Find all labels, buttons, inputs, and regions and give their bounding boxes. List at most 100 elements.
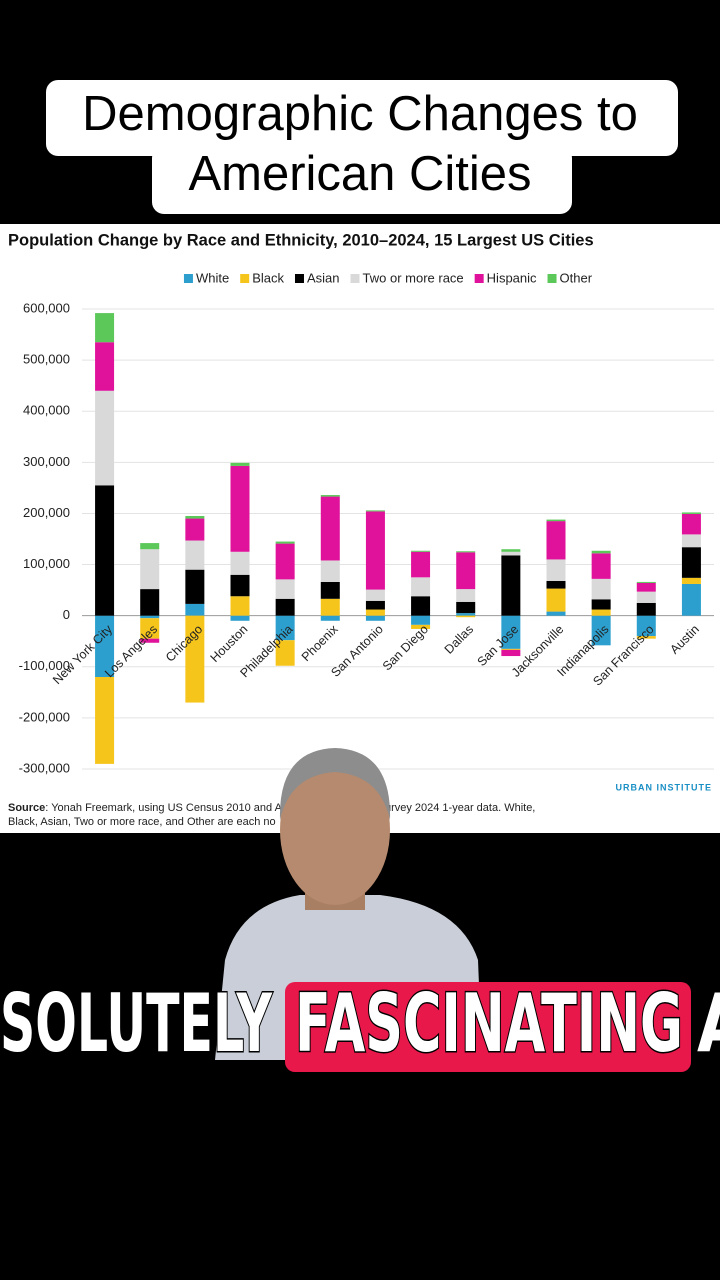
bar-segment — [140, 543, 160, 550]
face — [280, 755, 390, 905]
bar-segment — [501, 555, 521, 616]
bar-segment — [681, 583, 701, 616]
bar-segment — [411, 577, 431, 597]
bar-segment — [365, 600, 385, 610]
legend-label: Asian — [307, 270, 340, 285]
bar-segment — [95, 313, 115, 343]
bar-segment — [275, 598, 295, 616]
hair — [279, 748, 391, 820]
bar-segment — [185, 540, 205, 570]
y-tick-label: -200,000 — [19, 709, 70, 724]
bar-segment — [320, 598, 340, 616]
header-box — [152, 146, 572, 214]
bar-segment — [140, 549, 160, 590]
bar-segment — [411, 596, 431, 616]
source-text: ty Survey 2024 1-year data. White, — [366, 802, 535, 814]
bar-segment — [456, 613, 476, 616]
bar-segment — [95, 342, 115, 391]
bar-segment — [591, 550, 611, 554]
header-line: Demographic Changes to — [82, 87, 638, 141]
logo: URBAN INSTITUTE — [616, 782, 713, 792]
bar-segment — [411, 551, 431, 578]
bar-segment — [636, 581, 656, 583]
y-tick-label: 600,000 — [23, 300, 70, 315]
bar-segment — [140, 638, 160, 643]
y-tick-label: 100,000 — [23, 556, 70, 571]
bar-segment — [546, 588, 566, 612]
y-tick-label: 500,000 — [23, 352, 70, 367]
bar-segment — [636, 582, 656, 592]
bar-segment — [681, 547, 701, 578]
bar-segment — [230, 465, 250, 552]
bar-segment — [230, 551, 250, 575]
bar-segment — [230, 596, 250, 616]
y-tick-label: -100,000 — [19, 658, 70, 673]
bar-segment — [411, 550, 431, 552]
bar-segment — [681, 512, 701, 514]
legend-swatch — [294, 274, 304, 283]
bar-segment — [230, 574, 250, 597]
bar-segment — [501, 549, 521, 552]
bar-segment — [365, 511, 385, 590]
legend-swatch — [183, 274, 193, 283]
bar-segment — [320, 615, 340, 621]
bar-segment — [140, 618, 160, 639]
bar-segment — [320, 581, 340, 599]
bar-segment — [456, 615, 476, 618]
bar-segment — [501, 649, 521, 657]
y-tick-label: 200,000 — [23, 505, 70, 520]
legend-swatch — [474, 274, 484, 283]
caption-word: A — [697, 977, 720, 1070]
bar-segment — [681, 513, 701, 535]
bar-segment — [681, 534, 701, 548]
bar-segment — [681, 577, 701, 584]
legend-swatch — [350, 274, 360, 283]
bar-segment — [320, 495, 340, 497]
legend-label: Black — [252, 270, 284, 285]
bar-segment — [230, 615, 250, 621]
bar-segment — [365, 510, 385, 512]
bar-segment — [185, 615, 205, 703]
bar-segment — [591, 578, 611, 600]
bar-segment — [591, 599, 611, 610]
bar-segment — [501, 615, 521, 649]
y-tick-label: -300,000 — [19, 760, 70, 775]
bar-segment — [365, 589, 385, 601]
bar-segment — [591, 615, 611, 646]
caption-highlight — [285, 982, 691, 1072]
legend-label: Two or more race — [363, 270, 464, 285]
bar-segment — [546, 521, 566, 560]
bar-segment — [546, 559, 566, 581]
bar-segment — [546, 580, 566, 589]
bar-segment — [185, 516, 205, 519]
header-line: American Cities — [188, 147, 531, 201]
bar-segment — [275, 579, 295, 599]
bar-segment — [456, 601, 476, 614]
bar-segment — [275, 541, 295, 544]
y-tick-label: 300,000 — [23, 454, 70, 469]
y-tick-label: 400,000 — [23, 403, 70, 418]
source-line: Source: Yonah Freemark, using US Census … — [8, 802, 283, 814]
bar-segment — [365, 609, 385, 616]
bar-segment — [185, 569, 205, 604]
bar-segment — [140, 615, 160, 619]
bar-segment — [456, 552, 476, 590]
legend-label: Hispanic — [487, 270, 537, 285]
legend-label: Other — [560, 270, 593, 285]
bar-segment — [636, 591, 656, 603]
legend: White Black Asian Two or more race Hispanic O… — [183, 270, 593, 285]
bar-segment — [591, 553, 611, 579]
bar-segment — [636, 615, 656, 637]
chart-title: Population Change by Race and Ethnicity,… — [8, 231, 594, 249]
y-tick-label: 0 — [63, 607, 70, 622]
bar-segment — [140, 589, 160, 616]
bar-segment — [501, 648, 521, 650]
bar-segment — [636, 636, 656, 639]
chart-panel — [0, 224, 720, 833]
legend-label: White — [196, 270, 229, 285]
bar-segment — [95, 485, 115, 616]
bar-segment — [320, 496, 340, 561]
bar-segment — [411, 624, 431, 629]
bar-segment — [185, 603, 205, 616]
